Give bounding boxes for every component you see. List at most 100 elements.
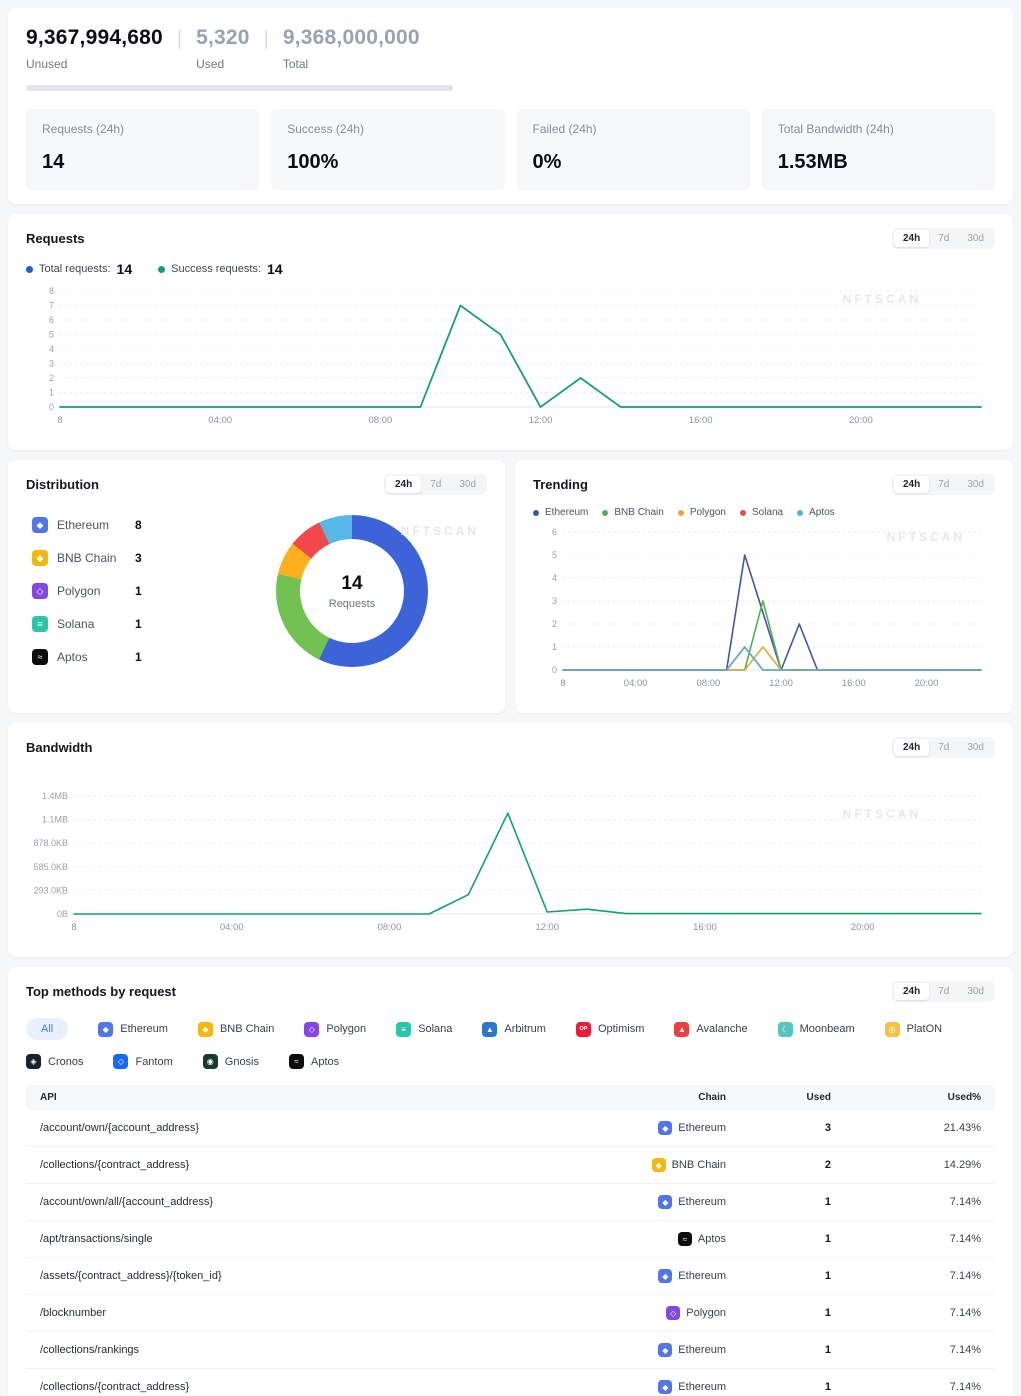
chain-cell: ◆ Ethereum (576, 1195, 726, 1209)
chain-filter-platon[interactable]: ◎ PlatON (884, 1021, 942, 1037)
quota-numbers: 9,367,994,680 Unused | 5,320 Used | 9,36… (26, 22, 995, 71)
api-path-cell: /collections/{contract_address} (40, 1159, 190, 1171)
distribution-legend-item: ≈ Aptos 1 (32, 649, 216, 665)
legend-dot-icon (797, 509, 804, 516)
table-row[interactable]: /collections/{contract_address} ◆ BNB Chai… (26, 1147, 995, 1184)
chain-filter-cronos[interactable]: ◈ Cronos (26, 1054, 83, 1069)
svg-text:3: 3 (49, 359, 54, 369)
trending-time-tabs: 24h 7d 30d (891, 474, 995, 495)
trending-legend: Ethereum BNB Chain Polygon Solana Aptos (533, 507, 995, 518)
svg-text:08:00: 08:00 (368, 415, 392, 426)
svg-text:12:00: 12:00 (529, 415, 553, 426)
time-tab-30d[interactable]: 30d (459, 479, 476, 490)
chain-filter-bnb-chain[interactable]: ◆ BNB Chain (197, 1021, 274, 1037)
chain-filter-arbitrum[interactable]: ▲ Arbitrum (482, 1021, 546, 1037)
legend-dot-icon (158, 265, 166, 273)
requests-legend: Total requests: 14 Success requests: 14 (26, 261, 995, 277)
used-pct-cell: 7.14% (949, 1196, 981, 1208)
time-tab-30d[interactable]: 30d (967, 986, 984, 997)
used-pct-cell: 7.14% (949, 1344, 981, 1356)
legend-value: 14 (116, 261, 133, 277)
table-row[interactable]: /blocknumber ◇ Polygon 1 7.14% (26, 1295, 995, 1332)
time-tab-7d[interactable]: 7d (938, 479, 950, 490)
chain-filter-solana[interactable]: ≡ Solana (396, 1021, 452, 1037)
chain-name: Aptos (697, 1233, 726, 1245)
stat-cards: Requests (24h) 14 Success (24h) 100% Failed … (26, 109, 995, 190)
polygon-icon: ◇ (32, 583, 48, 599)
chain-filter-aptos[interactable]: ≈ Aptos (289, 1054, 339, 1069)
used-cell: 1 (824, 1196, 831, 1208)
time-tab-7d[interactable]: 7d (938, 233, 950, 244)
chain-filter-polygon[interactable]: ◇ Polygon (304, 1021, 367, 1037)
table-row[interactable]: /account/own/all/{account_address} ◆ Ether… (26, 1184, 995, 1221)
chain-cell: ≈ Aptos (576, 1232, 726, 1246)
time-tab-7d[interactable]: 7d (938, 986, 950, 997)
trending-legend-item: Aptos (797, 507, 835, 518)
distribution-panel-title: Distribution (26, 477, 99, 492)
bandwidth-panel-title: Bandwidth (26, 740, 93, 755)
table-row[interactable]: /account/own/{account_address} ◆ Ethereum 3… (26, 1110, 995, 1147)
time-tab-30d[interactable]: 30d (967, 479, 984, 490)
time-tab-7d[interactable]: 7d (938, 742, 950, 753)
time-tab-24h[interactable]: 24h (893, 476, 930, 493)
chain-filter-optimism[interactable]: OP Optimism (575, 1021, 644, 1037)
svg-text:5: 5 (49, 330, 54, 340)
time-tab-30d[interactable]: 30d (967, 742, 984, 753)
solana-icon: ≡ (32, 616, 48, 632)
chain-filter-avalanche[interactable]: ▲ Avalanche (674, 1021, 748, 1037)
chain-filter-moonbeam[interactable]: ☾ Moonbeam (777, 1021, 855, 1037)
ethereum-icon: ◆ (658, 1269, 673, 1283)
chain-filter-all[interactable]: All (26, 1018, 69, 1040)
chain-name: Ethereum (678, 1344, 726, 1356)
time-tab-24h[interactable]: 24h (385, 476, 422, 493)
time-tab-24h[interactable]: 24h (893, 739, 930, 756)
legend-label: Total requests: (39, 263, 111, 275)
svg-text:16:00: 16:00 (689, 415, 713, 426)
used-pct-cell: 7.14% (949, 1307, 981, 1319)
chain-name: Ethereum (678, 1122, 726, 1134)
unused-value: 9,367,994,680 (26, 26, 163, 49)
time-tab-7d[interactable]: 7d (430, 479, 442, 490)
table-row[interactable]: /collections/{contract_address} ◆ Ethereum… (26, 1369, 995, 1396)
svg-text:1.1MB: 1.1MB (42, 815, 68, 825)
methods-time-tabs: 24h 7d 30d (891, 981, 995, 1002)
chain-filter-label: Polygon (326, 1023, 367, 1035)
trending-legend-item: Polygon (677, 507, 726, 518)
bandwidth-time-tabs: 24h 7d 30d (891, 737, 995, 758)
stat-card: Failed (24h) 0% (516, 109, 750, 190)
table-row[interactable]: /assets/{contract_address}/{token_id} ◆ Et… (26, 1258, 995, 1295)
api-path-cell: /account/own/all/{account_address} (40, 1196, 214, 1208)
polygon-icon: ◇ (666, 1306, 681, 1320)
table-row[interactable]: /apt/transactions/single ≈ Aptos 1 7.14% (26, 1221, 995, 1258)
chain-filter-fantom[interactable]: ◇ Fantom (113, 1054, 173, 1069)
svg-text:0: 0 (49, 402, 54, 412)
arbitrum-icon: ▲ (482, 1021, 498, 1037)
svg-text:1.4MB: 1.4MB (42, 791, 68, 801)
distribution-legend: ◆ Ethereum 8 ◆ BNB Chain 3 ◇ Polygon 1 ≡ Solana 1 ≈ A… (26, 517, 216, 665)
trending-legend-item: Solana (739, 507, 783, 518)
requests-panel: Requests 24h 7d 30d Total requests: 14 Succe… (8, 214, 1013, 450)
svg-text:8: 8 (560, 678, 565, 689)
chain-cell: ◆ Ethereum (576, 1121, 726, 1135)
trending-legend-name: Polygon (689, 507, 726, 518)
table-row[interactable]: /collections/rankings ◆ Ethereum 1 7.14% (26, 1332, 995, 1369)
fantom-icon: ◇ (113, 1054, 129, 1069)
chain-filter-label: Cronos (48, 1055, 84, 1068)
distribution-legend-name: Aptos (57, 650, 88, 664)
requests-legend-item: Success requests: 14 (158, 261, 283, 277)
time-tab-24h[interactable]: 24h (893, 230, 930, 247)
svg-text:585.0KB: 585.0KB (33, 862, 68, 872)
legend-value: 14 (267, 261, 283, 277)
chain-filter-ethereum[interactable]: ◆ Ethereum (98, 1021, 168, 1037)
donut-center: 14 Requests (300, 539, 404, 643)
distribution-legend-value: 3 (135, 551, 142, 565)
chain-filter-gnosis[interactable]: ◉ Gnosis (202, 1054, 259, 1069)
bnb-chain-icon: ◆ (32, 550, 48, 566)
quota-separator: | (263, 28, 269, 50)
aptos-icon: ≈ (677, 1232, 692, 1246)
time-tab-30d[interactable]: 30d (967, 233, 984, 244)
chain-cell: ◆ Ethereum (576, 1343, 726, 1357)
used-pct-cell: 14.29% (943, 1159, 981, 1171)
time-tab-24h[interactable]: 24h (893, 983, 930, 1000)
svg-text:7: 7 (49, 301, 54, 311)
